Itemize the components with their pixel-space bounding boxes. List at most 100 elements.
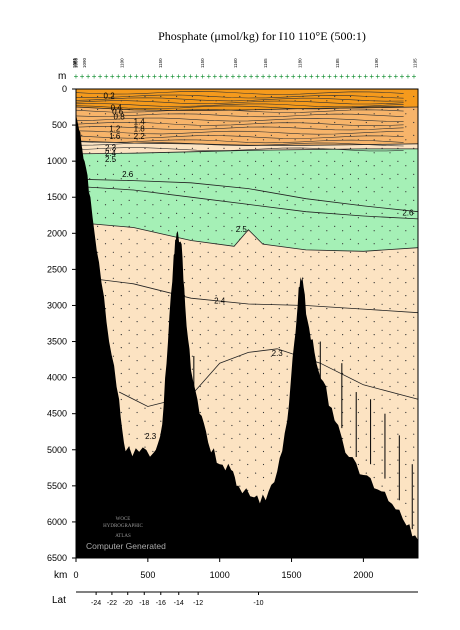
sample-dot	[239, 485, 241, 487]
sample-dot	[365, 173, 367, 175]
sample-dot	[389, 178, 391, 180]
sample-dot	[112, 290, 114, 292]
sample-dot	[334, 381, 336, 383]
sample-dot	[191, 277, 193, 279]
sample-dot	[318, 290, 320, 292]
depth-tick-label: 2500	[47, 264, 67, 274]
sample-dot	[262, 308, 265, 310]
sample-dot	[136, 437, 138, 440]
sample-dot	[413, 381, 415, 383]
sample-dot	[104, 243, 107, 245]
sample-dot	[381, 186, 383, 188]
sample-dot	[128, 199, 130, 201]
sample-dot	[239, 394, 241, 396]
sample-dot	[215, 139, 217, 141]
contour-label: 2.6	[402, 208, 414, 217]
sample-dot	[128, 186, 130, 188]
sample-dot	[152, 437, 154, 440]
sample-dot	[120, 321, 122, 323]
sample-dot	[191, 173, 193, 175]
sample-dot	[310, 204, 312, 206]
contour-label: 2.3	[145, 432, 157, 441]
sample-dot	[326, 321, 328, 323]
distance-tick-label: 2000	[353, 570, 373, 580]
station-label: 1150	[158, 58, 163, 68]
sample-dot	[191, 212, 193, 214]
sample-dot	[97, 160, 99, 162]
sample-dot	[310, 334, 312, 336]
sample-dot	[223, 355, 225, 357]
sample-dot	[136, 411, 138, 414]
sample-dot	[152, 178, 154, 180]
station-label: 1150	[200, 58, 205, 68]
sample-dot	[310, 321, 312, 323]
contour-label: 0.6	[112, 107, 124, 116]
sample-dot	[112, 173, 114, 175]
sample-dot	[120, 178, 122, 180]
sample-dot	[144, 303, 146, 305]
sample-dot	[397, 342, 399, 344]
sample-dot	[318, 316, 320, 318]
sample-dot	[373, 360, 375, 362]
sample-dot	[231, 398, 233, 401]
sample-dot	[207, 316, 209, 318]
sample-dot	[405, 100, 407, 102]
contour-line-2-5-upper	[75, 148, 418, 155]
sample-dot	[373, 398, 375, 401]
sample-dot	[381, 472, 383, 474]
sample-dot	[152, 295, 154, 297]
station-marker: +	[297, 72, 302, 81]
sample-dot	[255, 225, 257, 227]
sample-dot	[183, 256, 186, 258]
sample-dot	[365, 446, 367, 448]
sample-dot	[144, 290, 146, 292]
sample-dot	[191, 342, 193, 344]
sample-dot	[152, 360, 154, 362]
sample-dot	[278, 347, 280, 349]
sample-dot	[183, 230, 186, 232]
sample-dot	[397, 186, 399, 188]
contour-line-2-3	[118, 348, 419, 407]
sample-dot	[255, 381, 257, 383]
sample-dot	[357, 243, 359, 245]
sample-dot	[413, 95, 415, 98]
sample-dot	[207, 368, 209, 370]
sample-dot	[294, 165, 296, 167]
sample-dot	[136, 372, 138, 375]
sample-dot	[144, 329, 146, 331]
sample-dot	[397, 407, 399, 409]
sample-dot	[207, 212, 209, 214]
sample-dot	[334, 108, 336, 111]
sample-dot	[270, 342, 272, 344]
sample-dot	[136, 217, 138, 219]
sample-dot	[262, 398, 265, 401]
sample-dot	[381, 381, 383, 383]
station-label: 1081	[72, 57, 77, 68]
sample-dot	[255, 134, 257, 136]
sample-dot	[144, 316, 146, 318]
sample-dot	[168, 321, 170, 323]
sample-dot	[160, 355, 162, 357]
sample-dot	[215, 437, 217, 440]
sample-dot	[255, 446, 257, 448]
sample-dot	[262, 411, 265, 414]
sample-dot	[326, 243, 328, 245]
sample-dot	[144, 199, 146, 201]
depth-tick-label: 3500	[47, 337, 67, 347]
sample-dot	[152, 139, 154, 141]
sample-dot	[207, 173, 209, 175]
station-marker: +	[400, 72, 405, 81]
sample-dot	[231, 113, 233, 115]
sample-dot	[262, 463, 265, 466]
sample-dot	[413, 225, 415, 227]
contour-line-2-5-lower	[75, 222, 419, 252]
sample-dot	[176, 212, 178, 214]
sample-dot	[413, 277, 415, 279]
sample-dot	[215, 334, 217, 336]
sample-dot	[365, 251, 367, 253]
sample-dot	[239, 95, 241, 98]
station-marker: +	[309, 72, 314, 81]
sample-dot	[334, 290, 336, 292]
sample-dot	[349, 121, 352, 124]
sample-dot	[342, 191, 344, 193]
